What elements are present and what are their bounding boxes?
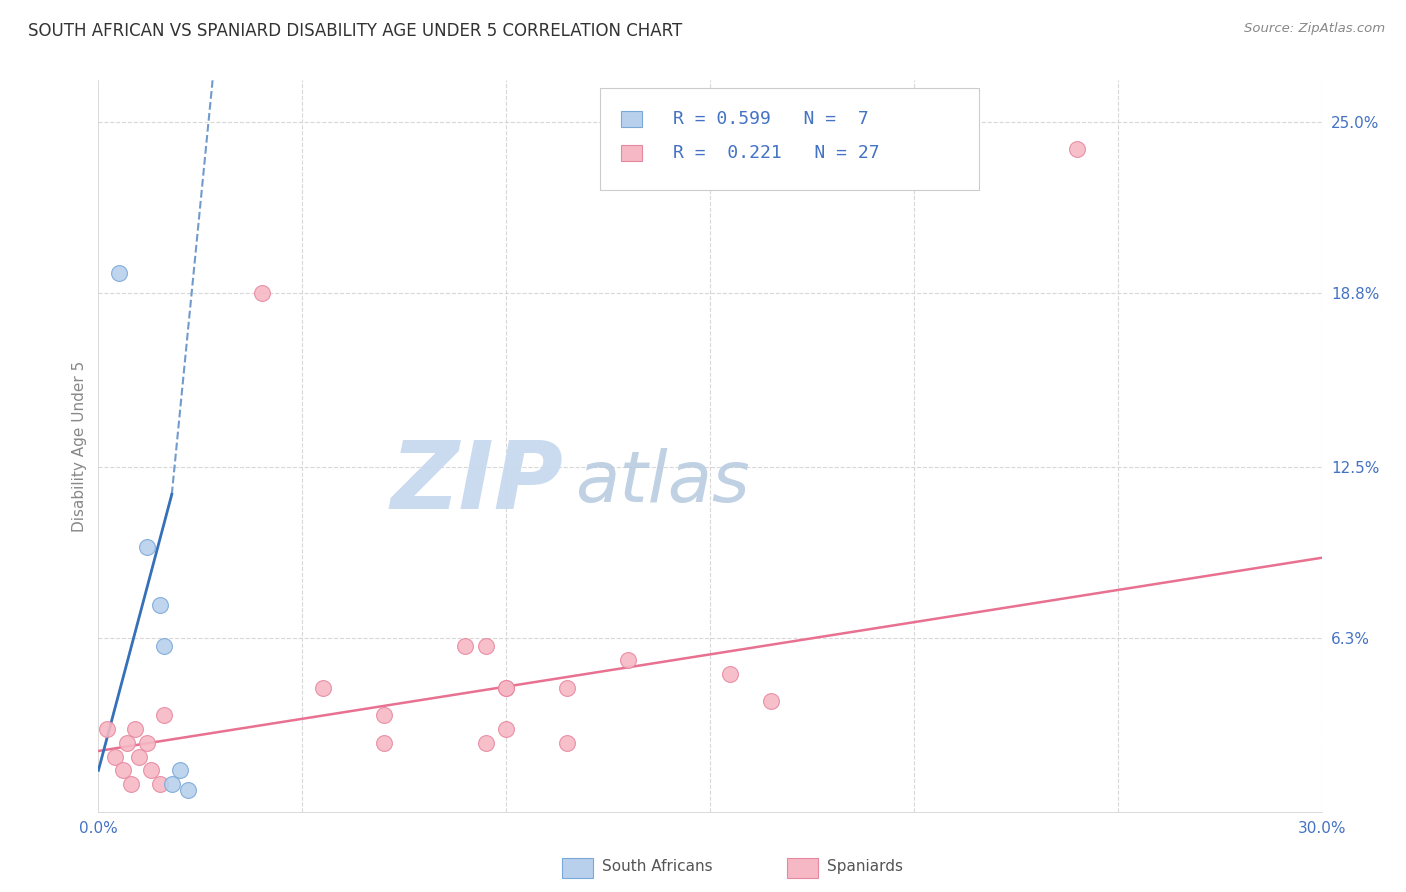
Text: Source: ZipAtlas.com: Source: ZipAtlas.com bbox=[1244, 22, 1385, 36]
Point bbox=[1066, 142, 1088, 156]
Point bbox=[557, 736, 579, 750]
Point bbox=[104, 749, 127, 764]
Point bbox=[373, 708, 395, 723]
Text: atlas: atlas bbox=[575, 448, 749, 517]
Point bbox=[454, 639, 477, 653]
Point bbox=[152, 708, 174, 723]
FancyBboxPatch shape bbox=[620, 145, 643, 161]
Point bbox=[557, 681, 579, 695]
Point bbox=[250, 285, 273, 300]
Point bbox=[149, 598, 172, 612]
Point bbox=[495, 681, 517, 695]
Text: ZIP: ZIP bbox=[391, 436, 564, 529]
Point bbox=[136, 736, 159, 750]
Point bbox=[115, 736, 138, 750]
Point bbox=[96, 722, 118, 736]
Point bbox=[169, 764, 191, 778]
Point bbox=[373, 736, 395, 750]
Text: SOUTH AFRICAN VS SPANIARD DISABILITY AGE UNDER 5 CORRELATION CHART: SOUTH AFRICAN VS SPANIARD DISABILITY AGE… bbox=[28, 22, 682, 40]
FancyBboxPatch shape bbox=[620, 111, 643, 127]
Point bbox=[124, 722, 146, 736]
FancyBboxPatch shape bbox=[600, 87, 979, 190]
Point bbox=[474, 639, 498, 653]
Point bbox=[111, 764, 134, 778]
Text: Spaniards: Spaniards bbox=[827, 859, 903, 873]
Y-axis label: Disability Age Under 5: Disability Age Under 5 bbox=[72, 360, 87, 532]
Point bbox=[160, 777, 183, 791]
Point bbox=[120, 777, 142, 791]
Point bbox=[149, 777, 172, 791]
Point bbox=[108, 267, 131, 281]
Point bbox=[495, 681, 517, 695]
Point bbox=[312, 681, 335, 695]
Point bbox=[761, 694, 783, 708]
Text: R =  0.221   N = 27: R = 0.221 N = 27 bbox=[673, 145, 880, 162]
Point bbox=[141, 764, 163, 778]
Point bbox=[617, 653, 640, 667]
Point bbox=[177, 782, 200, 797]
Text: R = 0.599   N =  7: R = 0.599 N = 7 bbox=[673, 110, 869, 128]
Point bbox=[136, 540, 159, 554]
Text: South Africans: South Africans bbox=[602, 859, 713, 873]
Point bbox=[495, 722, 517, 736]
Point bbox=[128, 749, 150, 764]
Point bbox=[152, 639, 174, 653]
Point bbox=[474, 736, 498, 750]
Point bbox=[720, 666, 742, 681]
